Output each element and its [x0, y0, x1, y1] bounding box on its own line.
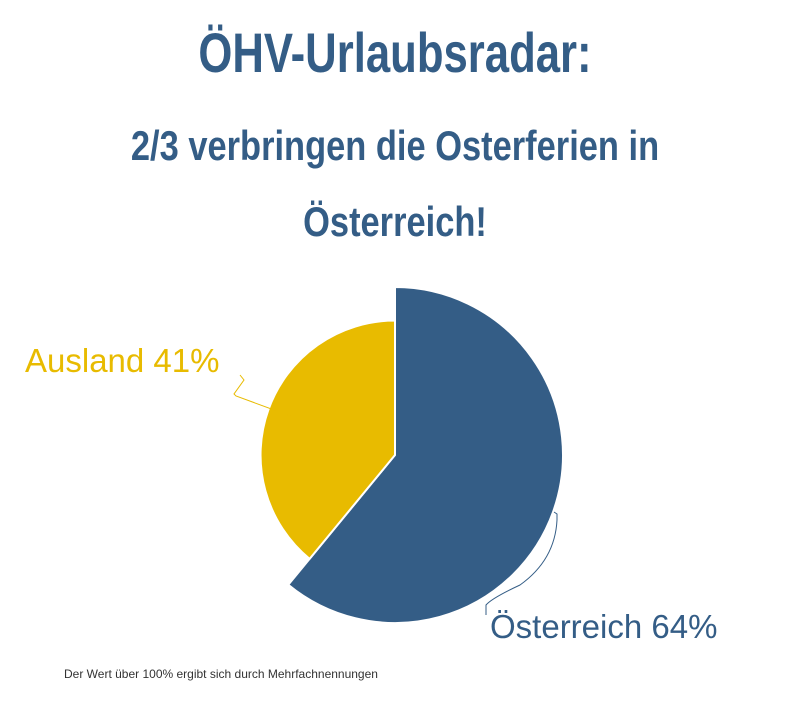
data-label-oesterreich: Österreich 64% [490, 608, 717, 645]
leader-line-ausland [233, 374, 297, 419]
data-labels: Österreich 64% Ausland 41% [25, 342, 717, 645]
leader-line-oesterreich [485, 511, 558, 615]
pie-slice-ausland [259, 319, 396, 560]
footnote: Der Wert über 100% ergibt sich durch Meh… [64, 667, 378, 681]
pie-slices [259, 286, 564, 624]
pie-slice-oesterreich [287, 286, 564, 624]
data-label-ausland: Ausland 41% [25, 342, 219, 379]
chart-subtitle: 2/3 verbringen die Osterferien in Österr… [130, 122, 660, 245]
leader-lines [233, 374, 558, 615]
chart-title: ÖHV-Urlaubsradar: [198, 21, 592, 84]
